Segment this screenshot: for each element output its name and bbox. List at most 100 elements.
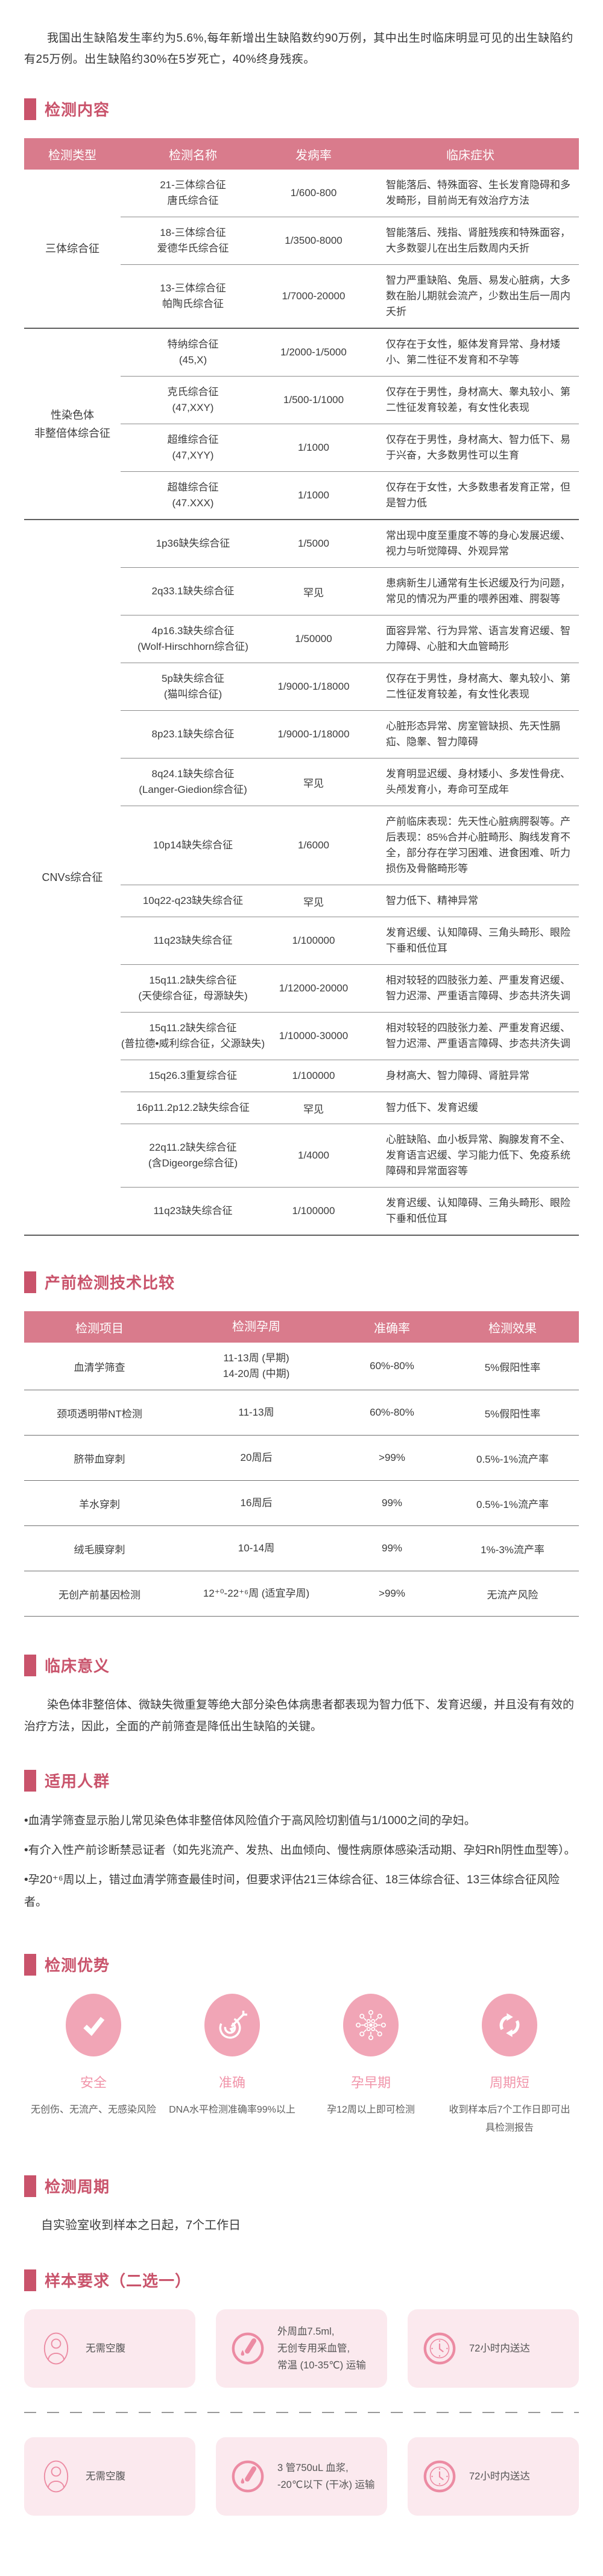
clinical-symptom: 发育迟缓、认知障碍、三角头畸形、眼险下垂和低位耳: [386, 1197, 570, 1224]
test-weeks: 16周后: [240, 1497, 273, 1509]
test-accuracy: 99%: [381, 1497, 403, 1509]
sample-card-label: 72小时内送达: [469, 2343, 530, 2354]
incidence-rate: 1/10000-30000: [279, 1030, 349, 1042]
incidence-rate: 1/600-800: [290, 187, 337, 199]
disease-name: 11q23缺失综合征: [153, 1205, 233, 1216]
clinical-symptom: 心脏缺陷、血小板异常、胸腺发育不全、发育语言迟缓、学习能力低下、免疫系统障碍和异…: [386, 1134, 570, 1177]
blood-drop-icon: [229, 2330, 267, 2367]
test-effect: 1%-3%流产率: [481, 1544, 545, 1556]
disease-name-cell: 8p23.1缺失综合征: [121, 727, 265, 742]
table-row: 15q26.3重复综合征 1/100000 身材高大、智力障碍、肾脏异常: [121, 1060, 579, 1092]
group-type-label: 三体综合征: [45, 243, 99, 255]
table-row: 15q11.2缺失综合征 (普拉德•威利综合征，父源缺失) 1/10000-30…: [121, 1012, 579, 1060]
test-item: 脐带血穿刺: [74, 1453, 125, 1465]
table-row: 15q11.2缺失综合征 (天使综合征，母源缺失) 1/12000-20000 …: [121, 964, 579, 1012]
disease-name: 8q24.1缺失综合征: [151, 768, 235, 780]
content-table-header-row: 检测类型 检测名称 发病率 临床症状: [24, 138, 579, 170]
disease-name: 22q11.2缺失综合征: [149, 1142, 237, 1153]
clock-icon: [421, 2330, 458, 2367]
section-marker-icon: [24, 1654, 36, 1676]
table-row: 13-三体综合征 帕陶氏综合征 1/7000-20000 智力严重缺陷、兔唇、易…: [121, 264, 579, 328]
table-row: 16p11.2p12.2缺失综合征 罕见 智力低下、发育迟缓: [121, 1092, 579, 1124]
clinical-symptom: 产前临床表现：先天性心脏病腭裂等。产后表现：85%合并心脏畸形、胸线发育不全，部…: [386, 816, 571, 874]
incidence-rate: 1/6000: [298, 839, 329, 851]
comparison-table-body: 血清学筛查 11-13周 (早期) 14-20周 (中期) 60%-80% 5%…: [24, 1343, 579, 1617]
section-title-comparison: 产前检测技术比较: [45, 1274, 175, 1292]
person-icon: [37, 2330, 75, 2367]
disease-name: 11q23缺失综合征: [153, 935, 233, 946]
table-row: 无创产前基因检测 12⁺⁰-22⁺⁶周 (适宜孕周) >99% 无流产风险: [24, 1571, 579, 1617]
section-title-content: 检测内容: [45, 101, 110, 119]
disease-name: 21-三体综合征: [160, 179, 226, 191]
clinical-symptom: 发育迟缓、认知障碍、三角头畸形、眼险下垂和低位耳: [386, 927, 570, 954]
incidence-rate: 1/5000: [298, 538, 329, 549]
clinical-symptom: 仅存在于女性，躯体发育异常、身材矮小、第二性征不发育和不孕等: [386, 339, 560, 366]
test-accuracy: 60%-80%: [370, 1360, 414, 1372]
person-icon: [37, 2458, 75, 2495]
table-row: 1p36缺失综合征 1/5000 常出现中度至重度不等的身心发展迟缓、视力与听觉…: [121, 520, 579, 567]
content-table: 检测类型 检测名称 发病率 临床症状 三体综合征 21-三体综合征 唐氏综合征 …: [24, 138, 579, 1236]
section-title-applicable: 适用人群: [45, 1772, 110, 1790]
applicable-list: •血清学筛查显示胎儿常见染色体非整倍体风险值介于高风险切割值与1/1000之间的…: [24, 1810, 579, 1913]
comparison-table: 检测项目 检测孕周 准确率 检测效果 血清学筛查 11-13周 (早期) 14-…: [24, 1311, 579, 1617]
table-row: 超雄综合征 (47.XXX) 1/1000 仅存在于女性，大多数患者发育正常，但…: [121, 471, 579, 519]
section-title-sample: 样本要求（二选一）: [45, 2272, 192, 2290]
test-accuracy: 99%: [381, 1542, 403, 1554]
disease-name: 克氏综合征: [167, 386, 219, 398]
advantage-title: 孕早期: [350, 2075, 391, 2090]
disease-name: 2q33.1缺失综合征: [151, 585, 235, 597]
incidence-rate: 罕见: [303, 1103, 324, 1115]
section-marker-icon: [24, 2175, 36, 2197]
table-row: 特纳综合征 (45,X) 1/2000-1/5000 仅存在于女性，躯体发育异常…: [121, 329, 579, 376]
clinical-symptom: 仅存在于男性，身材高大、睾丸较小、第二性征发育较差，有女性化表现: [386, 673, 570, 700]
incidence-rate: 罕见: [303, 777, 324, 789]
table-row: 11q23缺失综合征 1/100000 发育迟缓、认知障碍、三角头畸形、眼险下垂…: [121, 917, 579, 964]
group-rows: 特纳综合征 (45,X) 1/2000-1/5000 仅存在于女性，躯体发育异常…: [121, 329, 579, 519]
advantage-desc: 无创伤、无流产、无感染风险: [30, 2105, 156, 2115]
clinical-symptom: 仅存在于女性，大多数患者发育正常，但是智力低: [386, 482, 570, 509]
disease-name: 15q11.2缺失综合征: [149, 1022, 237, 1034]
advantage-title: 周期短: [489, 2075, 529, 2090]
clinical-symptom: 心脏形态异常、房室管缺损、先天性膈疝、隐睾、智力障碍: [386, 720, 560, 748]
clinical-symptom: 智力严重缺陷、兔唇、易发心脏病，大多数在胎儿期就会流产，少数出生后一周内夭折: [386, 275, 570, 317]
section-header-content: 检测内容: [24, 98, 579, 120]
disease-name-cell: 15q26.3重复综合征: [121, 1068, 265, 1084]
test-item: 绒毛膜穿刺: [74, 1544, 125, 1556]
sample-card-label: 无需空腹: [86, 2471, 125, 2482]
disease-alias: (47,XYY): [172, 450, 214, 461]
applicable-bullet: •血清学筛查显示胎儿常见染色体非整倍体风险值介于高风险切割值与1/1000之间的…: [24, 1814, 476, 1827]
advantage-accurate: 准确 DNA水平检测准确率99%以上: [163, 1994, 302, 2137]
section-marker-icon: [24, 2269, 36, 2291]
disease-alias: (普拉德•威利综合征，父源缺失): [121, 1038, 265, 1049]
clinical-symptom: 智能落后、残指、肾脏残疾和特殊面容，大多数婴儿在出生后数周内夭折: [386, 227, 570, 254]
clinical-symptom: 身材高大、智力障碍、肾脏异常: [386, 1070, 529, 1081]
test-weeks: 20周后: [240, 1452, 273, 1463]
clock-icon: [421, 2458, 458, 2495]
clinical-symptom: 智力低下、精神异常: [386, 895, 478, 906]
sample-card-delivery: 72小时内送达: [408, 2309, 579, 2388]
table-row: 绒毛膜穿刺 10-14周 99% 1%-3%流产率: [24, 1526, 579, 1571]
test-effect: 无流产风险: [487, 1589, 538, 1601]
disease-alias: 帕陶氏综合征: [162, 298, 224, 310]
disease-alias: (猫叫综合征): [163, 689, 223, 700]
table-row: 5p缺失综合征 (猫叫综合征) 1/9000-1/18000 仅存在于男性，身材…: [121, 663, 579, 710]
disease-name: 13-三体综合征: [160, 282, 226, 294]
incidence-rate: 1/500-1/1000: [283, 394, 344, 405]
clinical-symptom: 发育明显迟缓、身材矮小、多发性骨疣、头颅发育小，寿命可至成年: [386, 768, 570, 795]
disease-alias: (47,XXY): [172, 402, 214, 413]
disease-name-cell: 10q22-q23缺失综合征: [121, 893, 265, 909]
section-title-advantages: 检测优势: [45, 1956, 110, 1974]
table-row: 颈项透明带NT检测 11-13周 60%-80% 5%假阳性率: [24, 1390, 579, 1436]
disease-name-cell: 16p11.2p12.2缺失综合征: [121, 1100, 265, 1116]
disease-name: 4p16.3缺失综合征: [151, 625, 235, 637]
clinical-symptom: 患病新生儿通常有生长迟缓及行为问题，常见的情况为严重的喂养困难、腭裂等: [386, 577, 570, 605]
incidence-rate: 1/2000-1/5000: [280, 346, 347, 358]
incidence-rate: 1/3500-8000: [285, 235, 343, 246]
table-row: 21-三体综合征 唐氏综合征 1/600-800 智能落后、特殊面容、生长发育隐…: [121, 170, 579, 217]
section-header-cycle: 检测周期: [24, 2175, 579, 2197]
advantage-safe: 安全 无创伤、无流产、无感染风险: [24, 1994, 163, 2137]
test-accuracy: >99%: [379, 1452, 405, 1463]
table-group-cnvs: CNVs综合征 1p36缺失综合征 1/5000 常出现中度至重度不等的身心发展…: [24, 519, 579, 1235]
table-group-sex-chromosome: 性染色体 非整倍体综合征 特纳综合征 (45,X) 1/2000-1/5000 …: [24, 328, 579, 519]
test-effect: 5%假阳性率: [484, 1361, 541, 1373]
